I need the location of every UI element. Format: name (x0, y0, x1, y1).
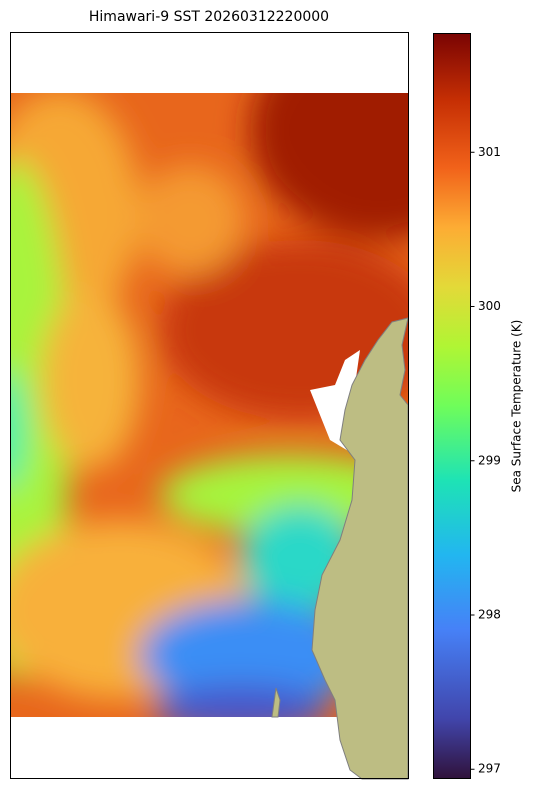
colorbar-tick-label: 301 (478, 145, 501, 159)
map-frame (10, 32, 409, 779)
land (311, 317, 409, 780)
colorbar (433, 33, 471, 779)
colorbar-label: Sea Surface Temperature (K) (510, 320, 524, 493)
colorbar-tick-label: 300 (478, 299, 501, 313)
colorbar-tick-label: 299 (478, 453, 501, 467)
sst-field (10, 93, 408, 717)
map-title: Himawari-9 SST 20260312220000 (89, 9, 329, 25)
colorbar-tick-label: 298 (478, 608, 501, 622)
island (271, 687, 281, 718)
colorbar-tick-label: 297 (478, 762, 501, 776)
